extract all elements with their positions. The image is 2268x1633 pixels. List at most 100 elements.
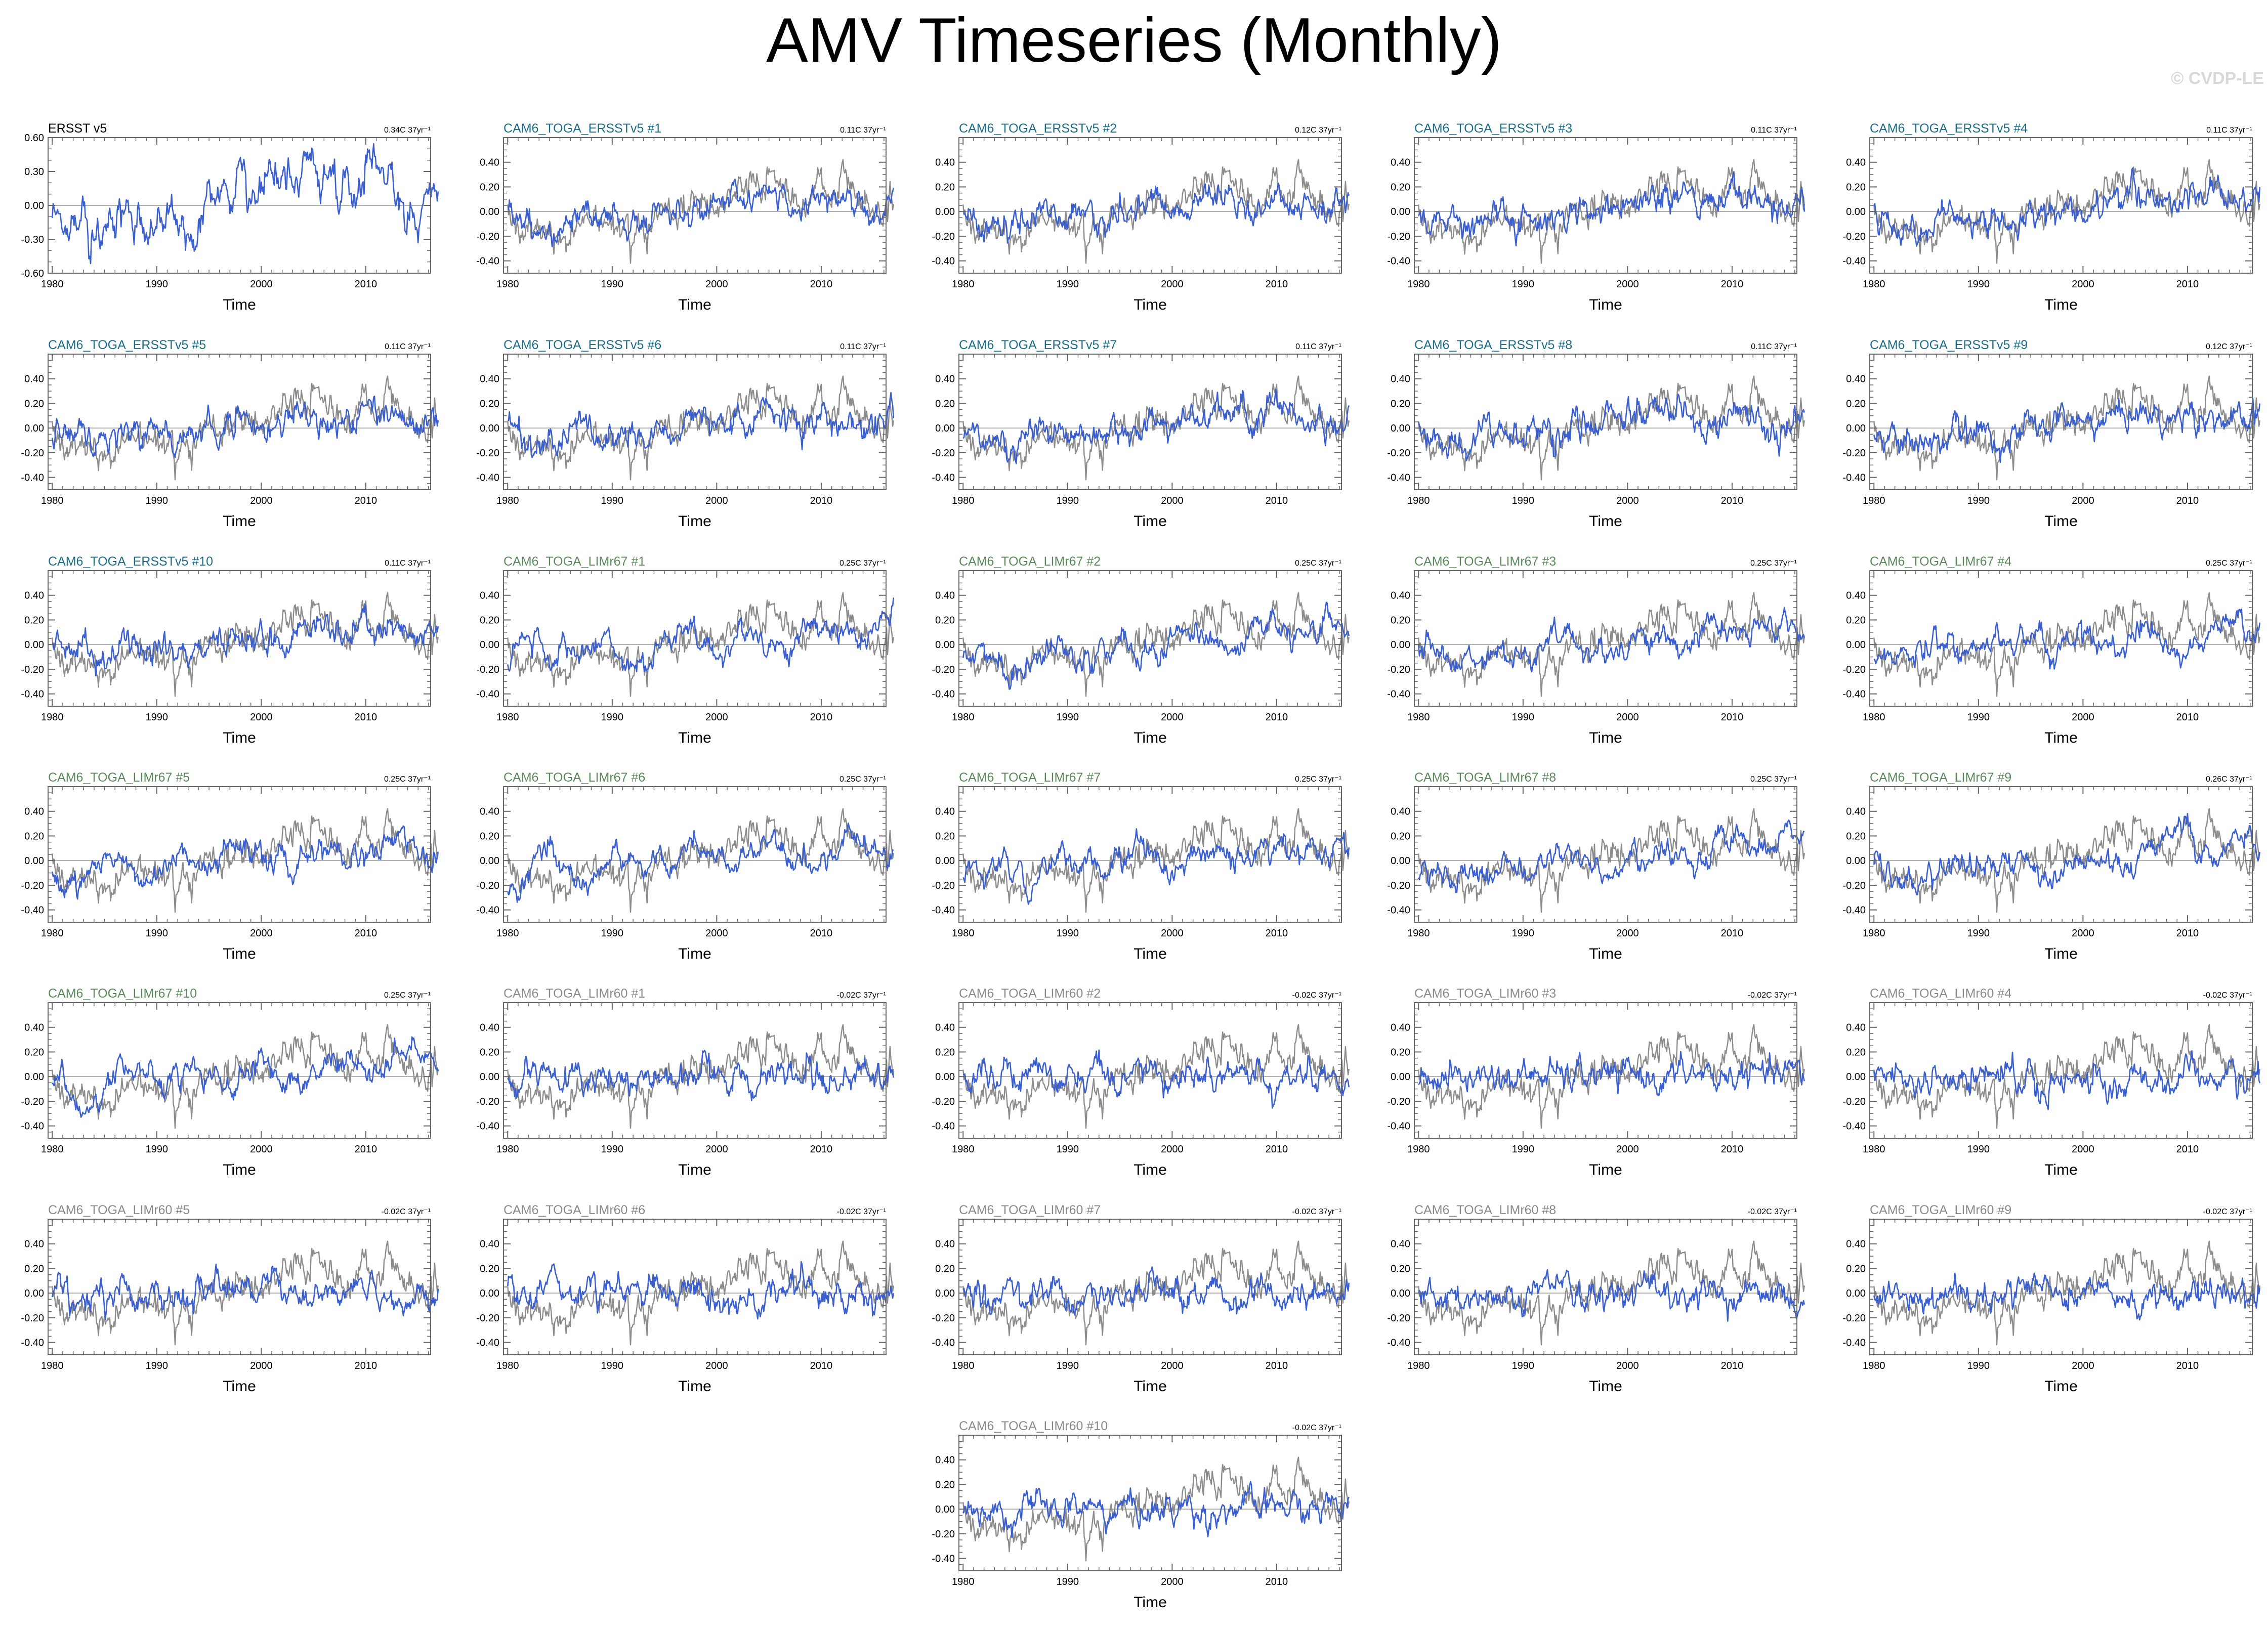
y-tick-label: -0.20 — [476, 231, 499, 242]
y-tick-label: -0.20 — [21, 448, 44, 459]
y-tick-label: 0.20 — [1846, 615, 1866, 626]
panel-29: CAM6_TOGA_LIMr60 #8 -0.02C 37yr⁻¹ 0.40 0.20… — [1387, 1203, 1805, 1395]
y-tick-label: -0.40 — [1387, 472, 1410, 484]
y-tick-label: -0.40 — [1842, 1121, 1866, 1132]
y-tick-label: 0.40 — [480, 1239, 499, 1250]
model-series-line — [1873, 1050, 2261, 1110]
plot-frame — [958, 354, 1342, 490]
obs-series-line — [52, 592, 439, 697]
x-axis-label: Time — [1133, 946, 1167, 962]
x-tick-label: 2000 — [250, 495, 273, 506]
x-tick-label: 1980 — [952, 1360, 975, 1371]
x-tick-label: 2010 — [810, 1360, 833, 1371]
x-tick-label: 2010 — [355, 495, 377, 506]
model-series-line — [52, 1036, 439, 1118]
model-series-line — [52, 143, 439, 265]
x-tick-label: 2000 — [250, 279, 273, 290]
y-tick-label: 0.20 — [1846, 1263, 1866, 1274]
x-tick-label: 2000 — [1616, 279, 1639, 290]
model-series-line — [507, 178, 895, 247]
obs-series-line — [962, 1240, 1350, 1346]
y-tick-label: 0.00 — [24, 1288, 44, 1299]
obs-series-line — [1873, 375, 2260, 481]
obs-series-line — [1873, 1240, 2260, 1346]
x-tick-label: 2000 — [1161, 928, 1184, 939]
plot-frame — [503, 1002, 887, 1139]
panel-title: CAM6_TOGA_LIMr60 #6 — [503, 1203, 645, 1217]
x-tick-label: 2000 — [1161, 712, 1184, 723]
x-axis-label: Time — [678, 1378, 711, 1395]
panel-28: CAM6_TOGA_LIMr60 #7 -0.02C 37yr⁻¹ 0.40 0.20… — [932, 1203, 1350, 1395]
y-tick-label: 0.40 — [1846, 1022, 1866, 1034]
trend-label: 0.11C 37yr⁻¹ — [1295, 342, 1341, 351]
x-axis-label: Time — [2044, 296, 2078, 313]
model-series-line — [1418, 1269, 1805, 1322]
model-series-line — [507, 1050, 895, 1101]
x-tick-label: 2000 — [250, 928, 273, 939]
x-axis-label: Time — [1589, 946, 1622, 962]
x-tick-label: 2010 — [2176, 1360, 2199, 1371]
y-tick-label: -0.20 — [1387, 1313, 1410, 1324]
trend-label: 0.12C 37yr⁻¹ — [1295, 126, 1341, 135]
plot-frame — [958, 1435, 1342, 1571]
x-tick-label: 1990 — [1967, 1360, 1990, 1371]
x-tick-label: 2000 — [705, 1144, 728, 1155]
panel-title: CAM6_TOGA_LIMr67 #2 — [959, 554, 1101, 569]
trend-label: -0.02C 37yr⁻¹ — [1748, 1208, 1797, 1216]
x-tick-label: 1980 — [496, 712, 519, 723]
model-series-line — [1873, 1272, 2261, 1321]
x-tick-label: 1980 — [1863, 1144, 1885, 1155]
x-tick-label: 2000 — [250, 1360, 273, 1371]
y-tick-label: 0.00 — [1391, 206, 1410, 218]
y-tick-label: 0.00 — [1846, 423, 1866, 434]
x-tick-label: 1980 — [952, 495, 975, 506]
trend-label: 0.25C 37yr⁻¹ — [1750, 775, 1797, 784]
y-tick-label: 0.40 — [1391, 590, 1410, 601]
panel-title: CAM6_TOGA_ERSSTv5 #1 — [503, 121, 661, 136]
x-axis-label: Time — [1589, 1378, 1622, 1395]
y-tick-label: -0.40 — [21, 1338, 44, 1349]
x-tick-label: 1980 — [41, 279, 64, 290]
trend-label: 0.11C 37yr⁻¹ — [1751, 126, 1797, 135]
panel-31: CAM6_TOGA_LIMr60 #10 -0.02C 37yr⁻¹ 0.40 0.2… — [932, 1419, 1350, 1611]
y-tick-label: -0.20 — [1387, 448, 1410, 459]
x-tick-label: 1980 — [1407, 279, 1430, 290]
panel-title: CAM6_TOGA_LIMr67 #9 — [1870, 770, 2011, 785]
y-tick-label: -0.20 — [21, 1313, 44, 1324]
y-tick-label: -0.20 — [932, 231, 955, 242]
y-tick-label: -0.20 — [476, 664, 499, 675]
model-series-line — [1873, 167, 2261, 247]
x-tick-label: 1990 — [1967, 495, 1990, 506]
y-tick-label: 0.00 — [935, 639, 955, 651]
y-tick-label: -0.40 — [1842, 689, 1866, 700]
obs-series-line — [507, 375, 894, 481]
panel-25: CAM6_TOGA_LIMr60 #4 -0.02C 37yr⁻¹ 0.40 0.20… — [1842, 986, 2261, 1178]
panel-2: CAM6_TOGA_ERSSTv5 #1 0.11C 37yr⁻¹ 0.40 0.20… — [476, 121, 895, 313]
y-tick-label: -0.20 — [932, 664, 955, 675]
panel-8: CAM6_TOGA_ERSSTv5 #7 0.11C 37yr⁻¹ 0.40 0.20… — [932, 338, 1350, 530]
obs-series-line — [962, 1456, 1350, 1562]
x-tick-label: 1990 — [601, 928, 624, 939]
y-tick-label: -0.30 — [21, 234, 44, 245]
y-tick-label: -0.20 — [932, 1313, 955, 1324]
y-tick-label: -0.20 — [476, 448, 499, 459]
y-tick-label: -0.40 — [21, 689, 44, 700]
panel-title: CAM6_TOGA_LIMr67 #4 — [1870, 554, 2011, 569]
panel-22: CAM6_TOGA_LIMr60 #1 -0.02C 37yr⁻¹ 0.40 0.20… — [476, 986, 895, 1178]
x-tick-label: 1980 — [1863, 279, 1885, 290]
y-tick-label: 0.40 — [480, 590, 499, 601]
y-tick-label: 0.00 — [480, 1288, 499, 1299]
x-tick-label: 1980 — [952, 928, 975, 939]
panel-12: CAM6_TOGA_LIMr67 #1 0.25C 37yr⁻¹ 0.40 0.20 0… — [476, 554, 895, 746]
panel-27: CAM6_TOGA_LIMr60 #6 -0.02C 37yr⁻¹ 0.40 0.20… — [476, 1203, 895, 1395]
y-tick-label: 0.40 — [935, 1455, 955, 1466]
y-tick-label: 0.00 — [24, 639, 44, 651]
x-tick-label: 1990 — [146, 279, 169, 290]
trend-label: 0.11C 37yr⁻¹ — [1751, 342, 1797, 351]
panel-title: CAM6_TOGA_ERSSTv5 #7 — [959, 338, 1117, 352]
y-tick-label: -0.40 — [1842, 472, 1866, 484]
plot-frame — [48, 354, 431, 490]
x-tick-label: 1980 — [1407, 712, 1430, 723]
plot-frame — [503, 354, 887, 490]
panel-10: CAM6_TOGA_ERSSTv5 #9 0.12C 37yr⁻¹ 0.40 0.20… — [1842, 338, 2261, 530]
